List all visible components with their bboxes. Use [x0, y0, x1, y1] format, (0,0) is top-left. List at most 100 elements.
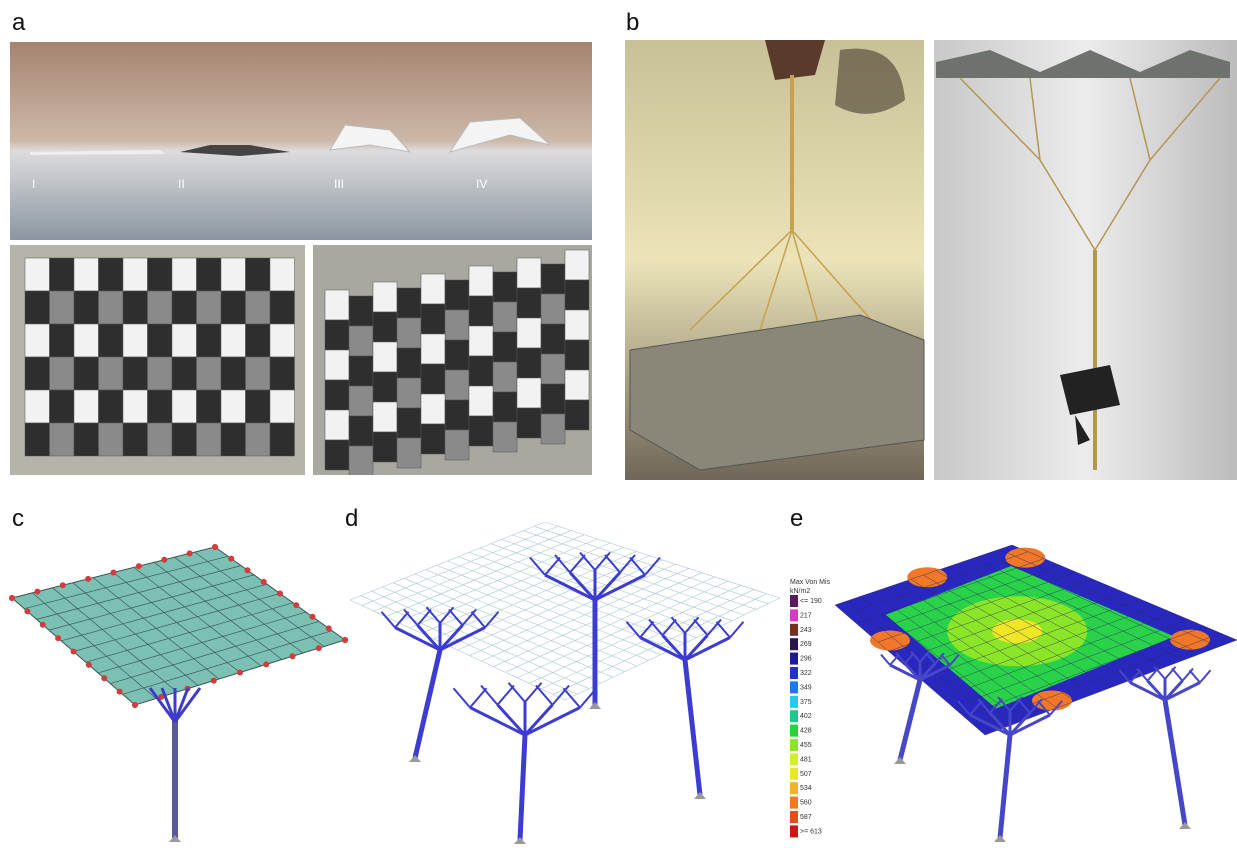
legend-swatch: [790, 753, 798, 766]
panel-label: b: [626, 9, 639, 36]
stress-zone: [869, 630, 910, 651]
facet: [220, 389, 246, 424]
hand: [765, 40, 825, 80]
facet: [122, 323, 148, 358]
node: [135, 563, 142, 570]
branch: [895, 652, 906, 665]
facet: [444, 339, 470, 371]
branch: [448, 608, 464, 626]
facet: [324, 349, 350, 381]
branch: [439, 626, 486, 652]
facet: [24, 323, 50, 358]
photo: [934, 40, 1237, 480]
panel-label: c: [12, 505, 24, 532]
stress-zone: [1005, 547, 1046, 568]
facet: [492, 421, 518, 453]
legend-label: 402: [800, 713, 812, 720]
node: [342, 637, 348, 643]
branch: [670, 616, 686, 634]
photo: [10, 42, 592, 240]
node: [315, 645, 322, 652]
facet: [516, 287, 542, 319]
panel-label: e: [790, 505, 803, 532]
facet: [516, 317, 542, 349]
facet: [372, 311, 398, 343]
facet: [245, 290, 271, 325]
facet: [516, 377, 542, 409]
facet: [468, 325, 494, 357]
support: [694, 792, 706, 799]
node: [116, 688, 123, 695]
facet: [540, 323, 566, 355]
legend-swatch: [790, 767, 798, 780]
branch: [880, 653, 891, 666]
branch: [629, 556, 646, 576]
branch: [684, 616, 700, 634]
facet: [396, 407, 422, 439]
stage-label: I: [32, 177, 35, 191]
facet: [98, 323, 124, 358]
branch: [438, 624, 464, 652]
fold-model: [936, 50, 1230, 78]
legend-label: 481: [800, 756, 812, 763]
branch: [1181, 667, 1194, 682]
facet: [147, 257, 173, 292]
facet: [196, 422, 222, 457]
facet: [73, 356, 99, 391]
mesh-line: [952, 619, 1189, 708]
legend-label: 428: [800, 728, 812, 735]
facet: [348, 295, 374, 327]
branch: [507, 682, 526, 703]
support: [409, 755, 421, 762]
support: [514, 837, 526, 844]
legend-label: 349: [800, 684, 812, 691]
legend-label: 375: [800, 699, 812, 706]
legend-label: 322: [800, 670, 812, 677]
branch: [949, 653, 960, 666]
legend-label: 507: [800, 771, 812, 778]
branch: [997, 696, 1011, 712]
mesh-line: [909, 592, 1125, 671]
branch: [910, 650, 921, 663]
facet: [420, 333, 446, 365]
facet: [540, 353, 566, 385]
facet: [122, 389, 148, 424]
legend-label: 560: [800, 800, 812, 807]
branch: [160, 687, 177, 723]
branch: [683, 634, 709, 662]
mesh-line: [174, 556, 304, 654]
facet: [171, 290, 197, 325]
fold-model: [629, 314, 925, 471]
branch: [524, 706, 581, 737]
node: [24, 608, 31, 615]
facet: [324, 439, 350, 471]
branch: [148, 687, 177, 723]
facet: [348, 355, 374, 387]
legend-swatch: [790, 825, 798, 838]
node: [59, 582, 66, 589]
facet: [171, 323, 197, 358]
branch: [693, 618, 709, 636]
column: [897, 679, 923, 761]
branch: [1199, 669, 1212, 684]
node: [34, 588, 41, 595]
facet: [98, 422, 124, 457]
node: [110, 569, 117, 576]
mesh-line: [98, 611, 307, 674]
facet: [171, 356, 197, 391]
panel-label: d: [345, 505, 358, 532]
legend-swatch: [790, 623, 798, 636]
node: [85, 575, 92, 582]
branch: [544, 573, 596, 602]
node: [325, 625, 332, 632]
facet: [348, 415, 374, 447]
branch: [569, 554, 586, 574]
facet: [220, 356, 246, 391]
node: [161, 556, 168, 563]
facet: [122, 422, 148, 457]
facet: [564, 369, 590, 401]
node: [293, 602, 300, 609]
facet: [444, 369, 470, 401]
mesh-line: [133, 567, 262, 667]
mesh-line: [529, 585, 741, 684]
